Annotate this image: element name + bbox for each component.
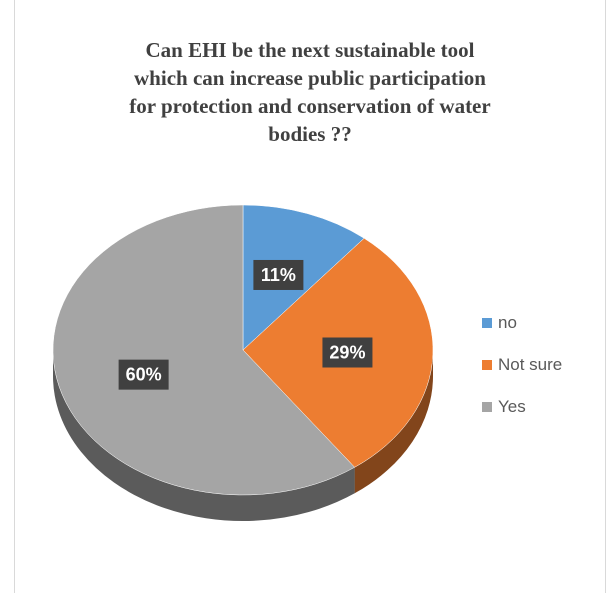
legend-label-no: no [498, 313, 517, 332]
pie-side-yes [53, 350, 355, 521]
data-label-box-no [253, 259, 304, 290]
legend-swatch-yes [482, 402, 492, 412]
legend-item-no[interactable]: no [482, 312, 562, 334]
data-label-box-yes [118, 359, 169, 390]
legend-item-not-sure[interactable]: Not sure [482, 354, 562, 376]
pie-labels: 11% 29% 60% [118, 259, 373, 390]
pie-side-not-sure [354, 350, 433, 494]
data-label-yes: 60% [126, 365, 162, 385]
chart-title: Can EHI be the next sustainable tool whi… [129, 38, 491, 146]
data-label-no: 11% [261, 265, 296, 285]
legend-label-yes: Yes [498, 397, 526, 416]
pie-slice-no [242, 204, 365, 351]
legend-item-yes[interactable]: Yes [482, 396, 562, 418]
data-label-box-not-sure [322, 337, 373, 368]
data-label-not-sure: 29% [329, 343, 365, 363]
legend: no Not sure Yes [482, 312, 562, 438]
pie-top [52, 204, 434, 496]
chart-frame [14, 0, 606, 593]
legend-label-not-sure: Not sure [498, 355, 563, 374]
legend-swatch-no [482, 318, 492, 328]
pie-slice-yes [52, 204, 356, 496]
legend-swatch-not-sure [482, 360, 492, 370]
